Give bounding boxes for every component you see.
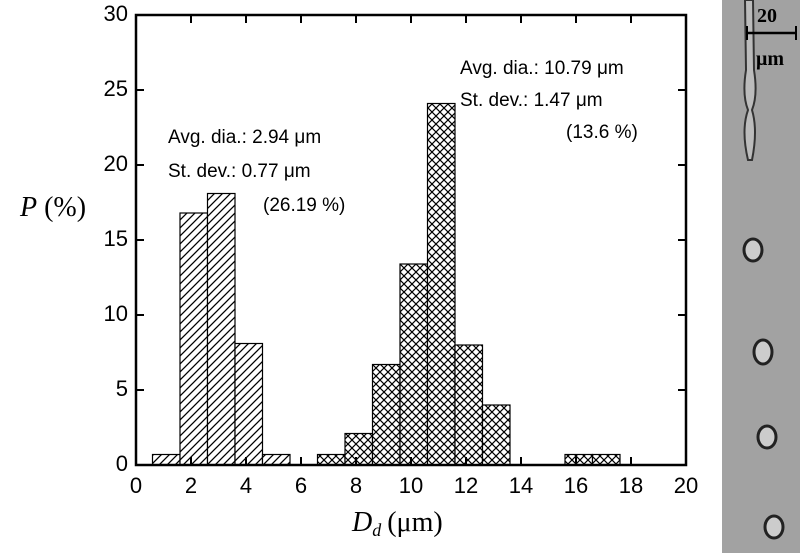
plot-frame	[134, 13, 688, 467]
jet	[743, 0, 757, 161]
bar	[399, 263, 429, 466]
scale-value: 20	[757, 5, 777, 27]
droplet	[756, 424, 778, 450]
bar	[344, 432, 374, 466]
annotation: (13.6 %)	[566, 122, 638, 143]
annotation: Avg. dia.: 10.79 μm	[460, 58, 624, 79]
annotation: St. dev.: 1.47 μm	[460, 90, 603, 111]
bar	[316, 453, 346, 466]
bar	[564, 453, 594, 466]
bar	[151, 453, 181, 466]
x-axis-label: Dd (μm)	[351, 507, 443, 540]
x-tick-label: 12	[454, 473, 478, 498]
bar	[234, 342, 264, 466]
bar	[371, 363, 401, 466]
annotation: (26.19 %)	[263, 195, 345, 216]
photo-shade	[722, 0, 800, 553]
bar	[261, 453, 291, 466]
x-tick-label: 16	[564, 473, 588, 498]
x-subscript: d	[372, 520, 382, 540]
y-unit: (%)	[44, 192, 86, 223]
y-tick-label: 5	[116, 376, 128, 401]
micrograph: 20 μm	[722, 0, 800, 553]
scale-unit: μm	[756, 48, 784, 70]
droplet	[752, 338, 774, 366]
x-tick-label: 20	[674, 473, 698, 498]
droplet	[763, 514, 785, 540]
photo-background	[722, 0, 800, 553]
plot: 0 2 4 6 8 10 12 14 16 18 20 0 5 10 15 20 25 30	[104, 1, 699, 498]
annotation: Avg. dia.: 2.94 μm	[168, 127, 321, 148]
x-tick-label: 8	[350, 473, 362, 498]
y-tick-label: 10	[104, 301, 128, 326]
y-tick-label: 30	[104, 1, 128, 26]
annotation: St. dev.: 0.77 μm	[168, 161, 311, 182]
bar	[206, 192, 236, 466]
bar	[426, 102, 456, 466]
bar	[591, 453, 621, 466]
y-tick-label: 25	[104, 76, 128, 101]
y-axis-label: P (%)	[19, 192, 86, 223]
bar	[454, 344, 484, 466]
x-tick-label: 6	[295, 473, 307, 498]
x-tick-label: 0	[130, 473, 142, 498]
x-tick-label: 4	[240, 473, 252, 498]
y-tick-label: 20	[104, 151, 128, 176]
x-symbol: D	[351, 507, 372, 538]
x-tick-label: 14	[509, 473, 533, 498]
droplet	[742, 237, 764, 263]
x-tick-label: 10	[399, 473, 423, 498]
y-tick-label: 0	[116, 451, 128, 476]
bar	[179, 212, 209, 466]
x-tick-label: 2	[185, 473, 197, 498]
y-symbol: P	[19, 192, 37, 223]
x-tick-label: 18	[619, 473, 643, 498]
y-tick-label: 15	[104, 226, 128, 251]
x-unit: (μm)	[387, 507, 442, 538]
bar	[481, 404, 511, 466]
